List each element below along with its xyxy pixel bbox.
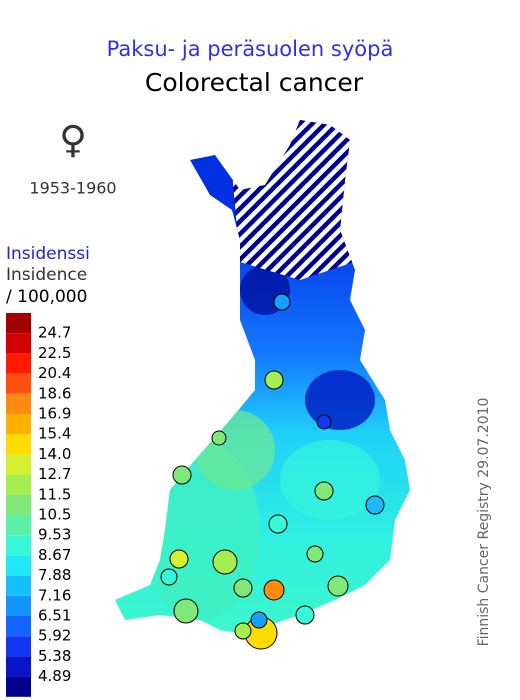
legend-label: 14.0 — [38, 445, 71, 463]
legend-swatch — [6, 575, 31, 596]
legend-swatch — [6, 494, 31, 515]
legend-swatch — [6, 414, 31, 435]
legend-label: 7.88 — [38, 566, 71, 584]
legend-title-fi: Insidenssi — [6, 244, 90, 264]
legend-swatch — [6, 474, 31, 495]
legend-label: 5.92 — [38, 627, 71, 645]
legend-label: 24.7 — [38, 324, 71, 342]
legend-swatch — [6, 454, 31, 475]
legend-label: 8.67 — [38, 546, 71, 564]
credit: Finnish Cancer Registry 29.07.2010 — [476, 398, 492, 647]
legend-label: 16.9 — [38, 405, 71, 423]
legend-label: 6.51 — [38, 607, 71, 625]
legend-label: 12.7 — [38, 465, 71, 483]
legend-label: 11.5 — [38, 485, 71, 503]
region-markers — [160, 293, 385, 650]
legend-label: 20.4 — [38, 364, 71, 382]
legend-label: 9.53 — [38, 526, 71, 544]
legend-label: 5.38 — [38, 647, 71, 665]
legend-swatch — [6, 555, 31, 576]
legend-swatch — [6, 393, 31, 414]
legend-swatch — [6, 616, 31, 637]
legend-swatch — [6, 333, 31, 354]
legend-label: 7.16 — [38, 586, 71, 604]
legend-swatch — [6, 373, 31, 394]
legend-label: 18.6 — [38, 384, 71, 402]
legend-swatch — [6, 656, 31, 677]
period: 1953-1960 — [29, 179, 116, 198]
sex-symbol: ♀ — [59, 118, 87, 162]
title-fi: Paksu- ja peräsuolen syöpä — [107, 37, 394, 61]
legend-swatch — [6, 313, 31, 334]
legend: 24.7 22.5 20.4 18.6 16.9 15.4 14.0 12.7 11.5 10.5… — [6, 313, 71, 697]
legend-swatch — [6, 535, 31, 556]
legend-unit: / 100,000 — [6, 287, 87, 307]
title-en: Colorectal cancer — [145, 68, 364, 97]
legend-swatch — [6, 434, 31, 455]
legend-label: 15.4 — [38, 425, 71, 443]
legend-label: 4.89 — [38, 667, 71, 685]
legend-label: 10.5 — [38, 506, 71, 524]
legend-swatch — [6, 515, 31, 536]
legend-swatch — [6, 636, 31, 657]
legend-swatch — [6, 676, 31, 697]
legend-title-en: Insidence — [6, 265, 87, 285]
legend-swatch — [6, 595, 31, 616]
legend-swatch — [6, 353, 31, 374]
legend-label: 22.5 — [38, 344, 71, 362]
